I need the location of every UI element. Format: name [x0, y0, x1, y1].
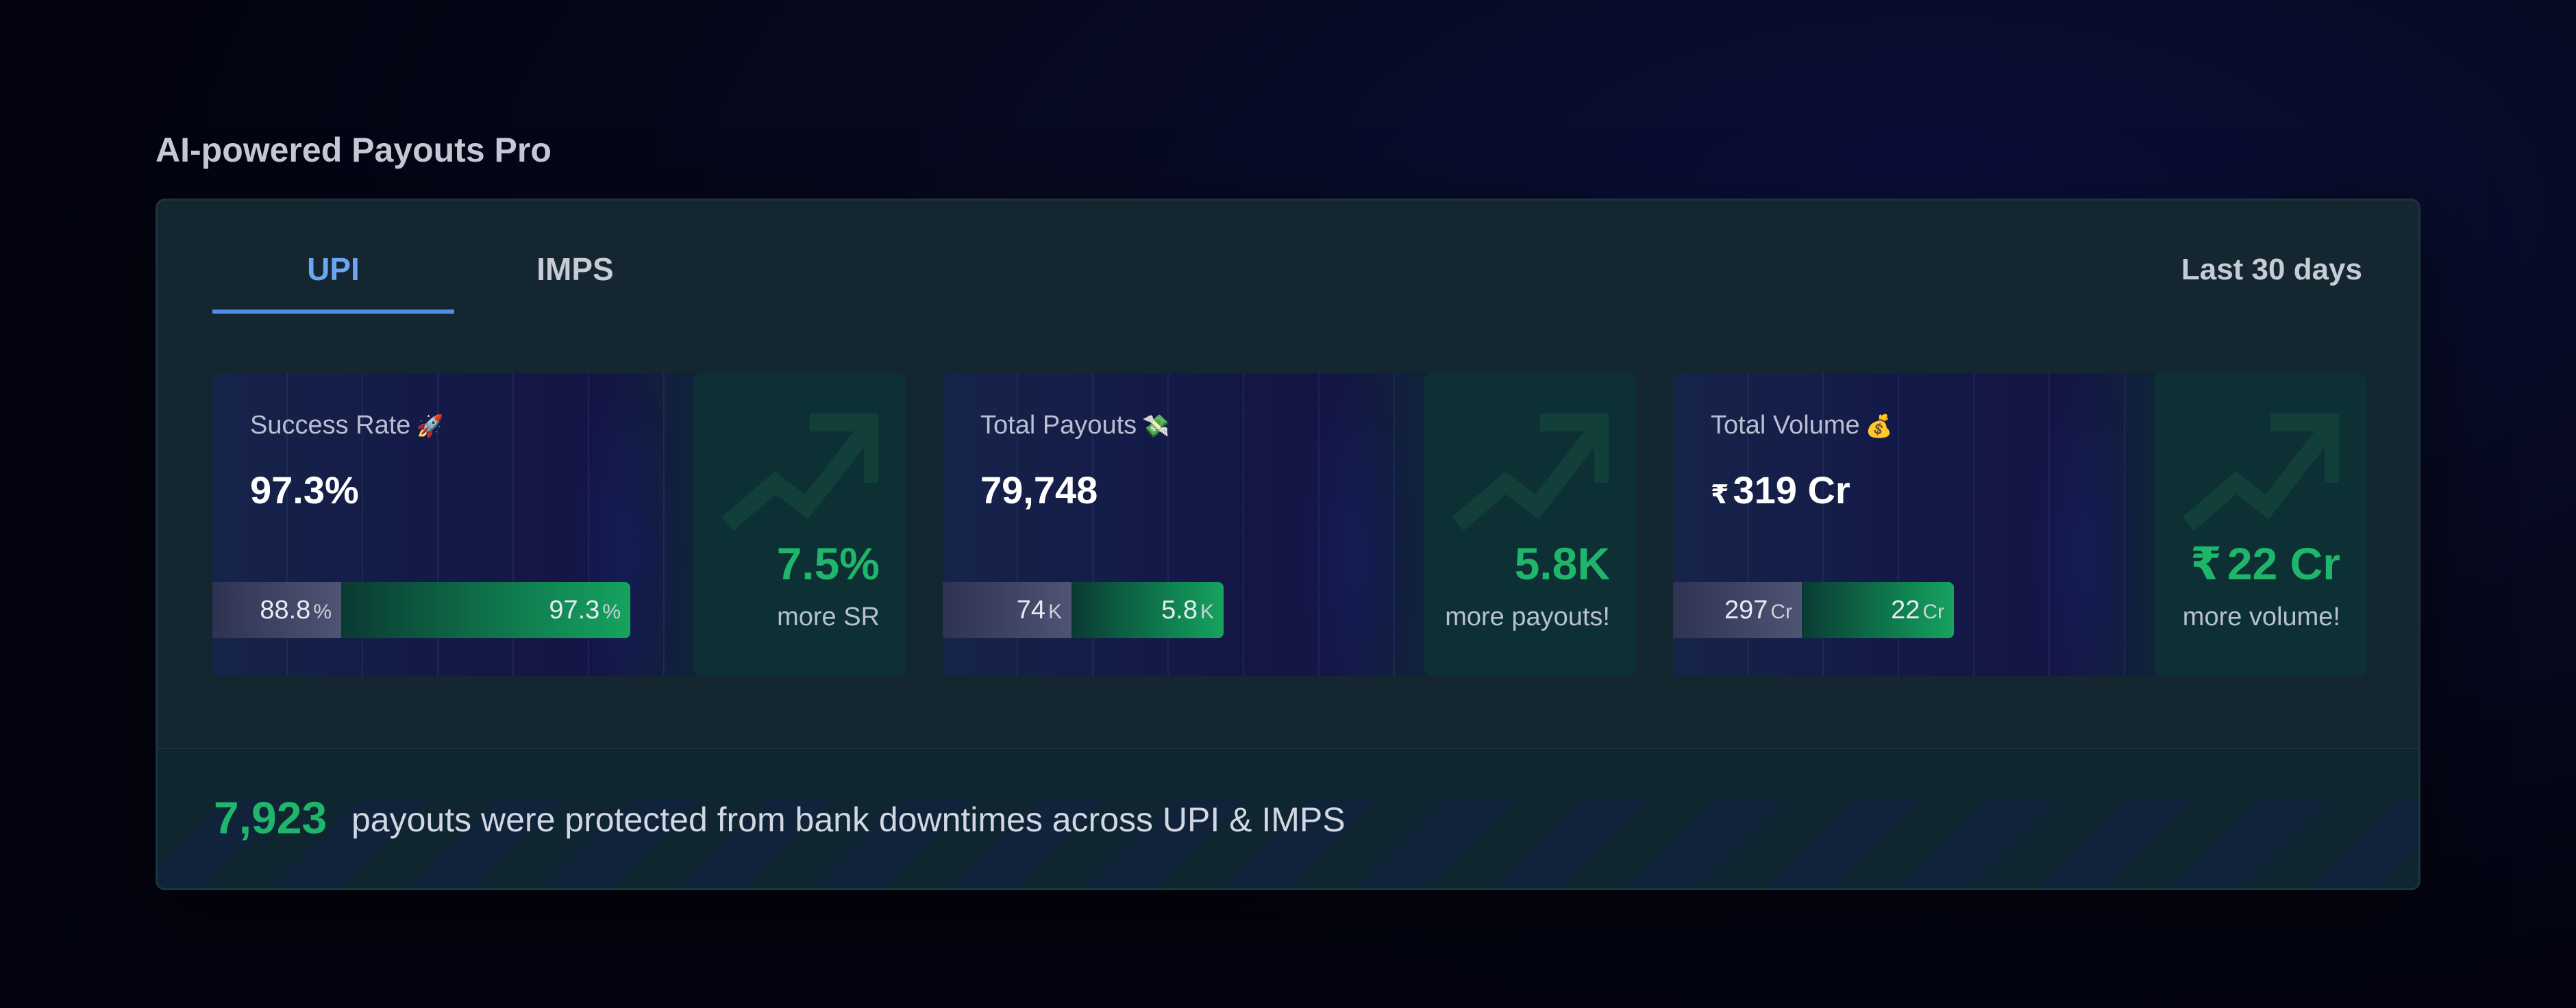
delta-value: 5.8K — [1514, 538, 1610, 589]
bar-previous: 74 K — [943, 582, 1072, 638]
comparison-bar: 74 K 5.8 K — [943, 582, 1224, 638]
card-highlight-panel — [1424, 373, 1636, 676]
bar-current: 22 Cr — [1802, 582, 1954, 638]
protected-count: 7,923 — [214, 792, 327, 843]
bar-current: 97.3% — [341, 582, 630, 638]
section-title: AI-powered Payouts Pro — [156, 131, 552, 169]
trend-up-icon — [721, 414, 878, 531]
comparison-bar: 297 Cr 22 Cr — [1673, 582, 1954, 638]
card-label: Total Volume 💰 — [1711, 411, 1893, 440]
delta-caption: more SR — [777, 603, 880, 631]
bar-previous: 88.8% — [212, 582, 341, 638]
total-volume-card: Total Volume 💰 ₹319 Cr 297 Cr 22 Cr ₹22 Cr … — [1673, 373, 2366, 676]
tab-bar: UPI IMPS — [212, 235, 696, 314]
payouts-panel: UPI IMPS Last 30 days Success Rate 🚀 97.3… — [156, 199, 2420, 890]
delta-caption: more payouts! — [1445, 603, 1610, 631]
bar-previous: 297 Cr — [1673, 582, 1802, 638]
success-rate-card: Success Rate 🚀 97.3% 88.8% 97.3% 7.5% mor… — [212, 373, 906, 676]
rocket-icon: 🚀 — [416, 414, 444, 438]
card-value: 79,748 — [980, 468, 1098, 512]
card-label: Success Rate 🚀 — [250, 411, 444, 440]
total-payouts-card: Total Payouts 💸 79,748 74 K 5.8 K 5.8K more… — [943, 373, 1636, 676]
comparison-bar: 88.8% 97.3% — [212, 582, 630, 638]
card-label: Total Payouts 💸 — [980, 411, 1169, 440]
date-range-label: Last 30 days — [2181, 253, 2362, 286]
rupee-symbol: ₹ — [1711, 481, 1729, 509]
card-value: 97.3% — [250, 468, 359, 512]
money-wings-icon: 💸 — [1142, 414, 1169, 438]
protected-description: payouts were protected from bank downtim… — [351, 801, 1346, 839]
delta-value: 7.5% — [776, 538, 880, 589]
delta-caption: more volume! — [2182, 603, 2340, 631]
delta-value: ₹22 Cr — [2190, 538, 2340, 589]
money-bag-icon: 💰 — [1865, 414, 1893, 438]
card-highlight-panel — [2154, 373, 2366, 676]
trend-up-icon — [1452, 414, 1609, 531]
bar-current: 5.8 K — [1072, 582, 1224, 638]
trend-up-icon — [2182, 414, 2339, 531]
tab-imps[interactable]: IMPS — [536, 251, 614, 287]
card-value: ₹319 Cr — [1711, 468, 1850, 512]
card-highlight-panel — [693, 373, 906, 676]
downtime-protection-banner: 7,923 payouts were protected from bank d… — [158, 748, 2418, 888]
rupee-symbol: ₹ — [2190, 538, 2222, 589]
tab-upi[interactable]: UPI — [212, 235, 454, 314]
